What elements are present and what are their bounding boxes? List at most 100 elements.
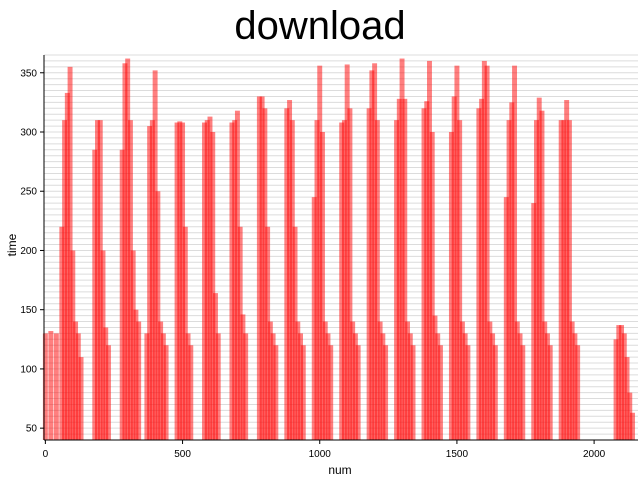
bar bbox=[182, 226, 188, 440]
bar bbox=[424, 101, 430, 440]
bar bbox=[70, 250, 76, 440]
bar bbox=[240, 314, 246, 440]
bar bbox=[300, 345, 306, 440]
bar bbox=[377, 321, 383, 440]
bar bbox=[575, 345, 581, 440]
bar bbox=[100, 250, 106, 440]
x-tick-label: 0 bbox=[43, 449, 49, 460]
bar bbox=[136, 321, 142, 440]
bar bbox=[295, 321, 301, 440]
bar bbox=[48, 331, 54, 440]
bar bbox=[396, 98, 402, 440]
bar bbox=[344, 64, 350, 440]
bar bbox=[234, 110, 240, 441]
bar bbox=[42, 333, 48, 440]
bar bbox=[366, 108, 372, 440]
bar bbox=[506, 120, 512, 441]
bar bbox=[481, 60, 487, 441]
bar bbox=[534, 120, 539, 441]
bar bbox=[163, 345, 169, 440]
bar bbox=[188, 345, 194, 440]
bar bbox=[265, 226, 271, 440]
bar bbox=[287, 100, 293, 441]
bar bbox=[547, 345, 553, 440]
bar bbox=[160, 333, 166, 440]
bar bbox=[262, 108, 268, 440]
bar bbox=[97, 120, 103, 441]
bar bbox=[437, 345, 443, 440]
bar bbox=[520, 345, 526, 440]
bar bbox=[177, 121, 183, 440]
bar bbox=[259, 96, 265, 441]
bar bbox=[429, 132, 435, 440]
bar bbox=[273, 345, 279, 440]
bar bbox=[630, 412, 635, 440]
bar bbox=[352, 333, 358, 440]
bar bbox=[210, 132, 216, 440]
bar bbox=[298, 333, 303, 440]
bar bbox=[152, 70, 158, 441]
y-tick-label: 350 bbox=[20, 68, 37, 79]
bar bbox=[243, 333, 249, 440]
bar bbox=[149, 120, 155, 441]
bar bbox=[174, 122, 180, 441]
bar bbox=[119, 149, 125, 440]
x-axis-label: num bbox=[328, 463, 351, 477]
bar bbox=[564, 100, 570, 441]
bar bbox=[492, 345, 498, 440]
bar bbox=[339, 122, 345, 441]
bar bbox=[317, 65, 323, 440]
bar bbox=[558, 120, 564, 441]
bar bbox=[503, 197, 509, 440]
bar bbox=[180, 122, 186, 441]
bar bbox=[380, 333, 386, 440]
bar bbox=[202, 122, 207, 441]
bar bbox=[476, 108, 482, 440]
y-tick-label: 300 bbox=[20, 128, 37, 139]
bar bbox=[621, 333, 627, 440]
bar bbox=[350, 321, 356, 440]
bar bbox=[407, 333, 413, 440]
chart-title: download bbox=[234, 4, 406, 48]
bar bbox=[292, 226, 298, 440]
bar bbox=[624, 357, 630, 440]
bar bbox=[207, 116, 213, 440]
bar bbox=[561, 120, 567, 441]
bar bbox=[369, 70, 375, 441]
bar bbox=[569, 321, 575, 440]
bar bbox=[448, 132, 454, 440]
bar bbox=[204, 120, 210, 441]
y-tick-label: 200 bbox=[20, 246, 37, 257]
bar bbox=[322, 321, 328, 440]
bar bbox=[78, 357, 84, 440]
bar bbox=[213, 293, 218, 440]
bar bbox=[394, 120, 400, 441]
bar bbox=[421, 108, 427, 440]
bar bbox=[215, 333, 221, 440]
bar bbox=[539, 110, 545, 441]
bar bbox=[53, 333, 59, 440]
bar bbox=[67, 66, 73, 440]
bar bbox=[103, 327, 109, 440]
bar bbox=[347, 108, 353, 440]
bar bbox=[459, 321, 465, 440]
bar bbox=[383, 345, 389, 440]
bar bbox=[229, 122, 235, 441]
bar bbox=[627, 392, 633, 440]
bar bbox=[487, 321, 493, 440]
bar bbox=[133, 309, 139, 440]
x-tick-label: 1500 bbox=[446, 449, 469, 460]
bar bbox=[531, 203, 537, 440]
bar bbox=[465, 345, 471, 440]
bar bbox=[62, 120, 68, 441]
bar bbox=[284, 108, 290, 440]
y-tick-label: 150 bbox=[20, 305, 37, 316]
bar bbox=[616, 325, 622, 440]
x-tick-label: 2000 bbox=[583, 449, 606, 460]
bar bbox=[232, 120, 238, 441]
bar bbox=[517, 333, 523, 440]
bars-layer bbox=[42, 58, 635, 441]
bar bbox=[147, 126, 153, 440]
y-tick-label: 50 bbox=[26, 424, 38, 435]
